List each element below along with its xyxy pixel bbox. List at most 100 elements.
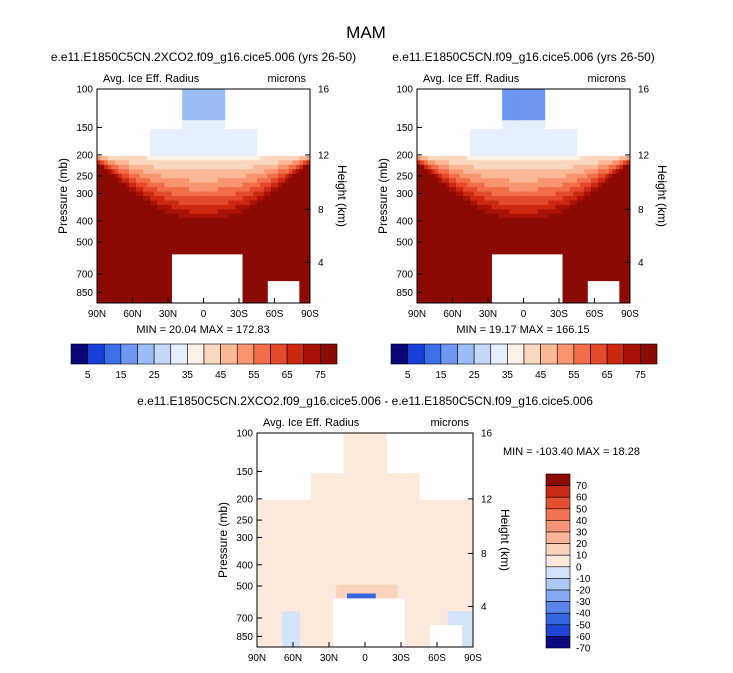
field-cell <box>480 222 485 228</box>
field-cell <box>275 535 279 541</box>
field-cell <box>278 258 282 264</box>
field-cell <box>562 258 567 264</box>
field-cell <box>267 566 272 572</box>
field-cell <box>311 504 315 510</box>
field-cell <box>427 200 432 206</box>
field-cell <box>302 280 307 286</box>
field-cell <box>622 267 627 273</box>
field-cell <box>189 227 194 233</box>
field-cell <box>263 191 268 197</box>
field-cell <box>452 231 457 237</box>
field-cell <box>608 227 613 233</box>
field-cell <box>452 169 457 175</box>
field-cell <box>249 209 254 215</box>
field-cell <box>548 213 553 219</box>
field-cell <box>325 571 330 577</box>
field-cell <box>434 289 439 295</box>
field-cell <box>175 182 180 188</box>
field-cell <box>473 258 478 264</box>
field-cell <box>239 227 243 233</box>
field-cell <box>203 236 208 241</box>
field-cell <box>128 160 133 166</box>
field-cell <box>544 138 549 143</box>
field-cell <box>267 267 272 273</box>
field-cell <box>107 204 112 210</box>
y-tick-label: 700 <box>396 269 413 280</box>
field-cell <box>295 253 300 259</box>
field-cell <box>263 178 268 184</box>
field-cell <box>293 513 297 519</box>
field-cell <box>271 629 276 635</box>
field-cell <box>318 473 323 478</box>
field-cell <box>480 129 485 134</box>
field-cell <box>203 155 208 161</box>
field-cell <box>339 540 344 545</box>
field-cell <box>431 253 436 259</box>
field-cell <box>274 262 279 268</box>
field-cell <box>278 262 282 268</box>
field-cell <box>569 133 574 139</box>
field-cell <box>132 164 137 170</box>
field-cell <box>275 642 279 648</box>
field-cell <box>332 575 337 581</box>
field-cell <box>271 606 276 612</box>
field-cell <box>466 227 471 233</box>
field-cell <box>417 253 421 259</box>
field-cell <box>420 236 425 241</box>
field-cell <box>221 249 226 255</box>
field-cell <box>164 155 169 161</box>
field-cell <box>274 249 279 255</box>
field-cell <box>292 213 297 219</box>
field-cell <box>182 236 187 241</box>
field-cell <box>488 253 492 259</box>
field-cell <box>242 209 247 215</box>
field-cell <box>228 209 233 215</box>
field-cell <box>249 182 254 188</box>
field-cell <box>171 173 176 179</box>
field-cell <box>207 97 211 103</box>
field-cell <box>459 218 464 224</box>
field-cell <box>157 249 162 255</box>
field-cell <box>587 231 592 237</box>
field-cell <box>260 204 265 210</box>
colorbar-swatch <box>87 343 105 365</box>
field-cell <box>300 508 305 514</box>
field-cell <box>263 267 268 273</box>
field-cell <box>196 93 201 99</box>
field-cell <box>314 473 319 478</box>
y-tick-label: 500 <box>396 237 413 248</box>
field-cell <box>278 169 282 175</box>
field-cell <box>580 294 585 299</box>
field-cell <box>104 294 109 299</box>
field-cell <box>519 124 524 130</box>
field-cell <box>100 298 105 304</box>
field-cell <box>325 562 330 568</box>
field-cell <box>207 173 211 179</box>
colorbar-label: 65 <box>602 370 614 381</box>
field-cell <box>185 129 190 134</box>
field-cell <box>548 236 553 241</box>
field-cell <box>502 191 507 197</box>
field-cell <box>569 209 574 215</box>
field-cell <box>292 267 297 273</box>
field-cell <box>555 191 560 197</box>
field-cell <box>100 262 105 268</box>
field-cell <box>530 102 535 108</box>
field-cell <box>267 517 272 523</box>
field-cell <box>601 240 606 246</box>
field-cell <box>221 133 226 139</box>
field-cell <box>434 182 439 188</box>
field-cell <box>325 495 330 501</box>
field-cell <box>438 289 443 295</box>
field-cell <box>192 89 197 94</box>
field-cell <box>296 522 301 528</box>
field-cell <box>210 191 215 197</box>
field-cell <box>445 200 450 206</box>
field-cell <box>463 204 468 210</box>
field-cell <box>260 620 265 626</box>
field-cell <box>267 499 272 505</box>
field-cell <box>203 97 208 103</box>
field-cell <box>168 280 172 286</box>
field-cell <box>566 249 571 255</box>
field-cell <box>270 155 275 161</box>
